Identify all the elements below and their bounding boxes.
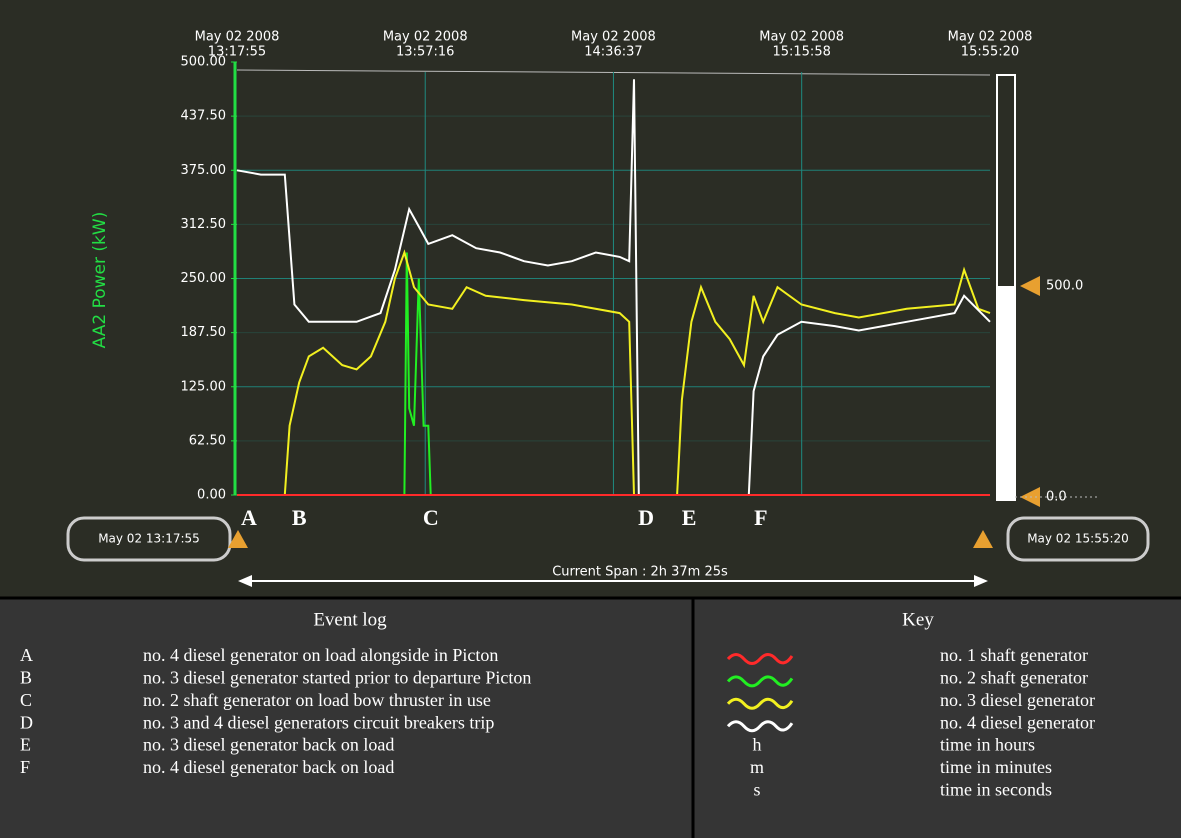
event-description: no. 2 shaft generator on load bow thrust… xyxy=(143,690,491,710)
gauge-label: 500.0 xyxy=(1046,279,1083,294)
cursor-marker xyxy=(228,530,248,548)
series-line xyxy=(237,252,990,496)
table-background xyxy=(0,598,1181,838)
key-swatch xyxy=(726,653,794,665)
event-description: no. 4 diesel generator on load alongside… xyxy=(143,645,498,665)
x-tick-label: May 02 2008 xyxy=(571,30,656,45)
y-tick-label: 375.00 xyxy=(181,163,227,178)
screen-background xyxy=(0,0,1181,598)
key-name: no. 1 shaft generator xyxy=(940,645,1088,665)
x-tick-label: May 02 2008 xyxy=(195,30,280,45)
y-tick-label: 125.00 xyxy=(181,379,227,394)
span-label: Current Span : 2h 37m 25s xyxy=(552,565,728,580)
key-unit-name: time in seconds xyxy=(940,780,1052,800)
key-unit: h xyxy=(753,735,762,755)
gauge-marker xyxy=(1020,276,1040,296)
x-tick-label: 15:15:58 xyxy=(772,45,830,60)
gauge-fill xyxy=(997,286,1015,500)
event-marker: C xyxy=(423,505,439,530)
event-description: no. 3 diesel generator started prior to … xyxy=(143,668,531,688)
end-time-box xyxy=(1006,516,1150,562)
key-unit-name: time in hours xyxy=(940,735,1035,755)
y-tick-label: 62.50 xyxy=(189,433,226,448)
event-marker: D xyxy=(638,505,654,530)
event-description: no. 4 diesel generator back on load xyxy=(143,757,394,777)
key-swatch xyxy=(726,675,794,688)
cursor-marker xyxy=(973,530,993,548)
event-letter: C xyxy=(20,690,32,710)
event-log-title: Event log xyxy=(313,609,387,630)
x-tick-label: May 02 2008 xyxy=(759,30,844,45)
event-marker: E xyxy=(682,505,697,530)
key-unit: s xyxy=(753,780,760,800)
event-letter: A xyxy=(20,645,33,665)
key-unit-name: time in minutes xyxy=(940,757,1052,777)
x-tick-label: 14:36:37 xyxy=(584,45,642,60)
x-tick-label: 13:17:55 xyxy=(208,45,266,60)
key-name: no. 4 diesel generator xyxy=(940,712,1095,732)
y-tick-label: 500.00 xyxy=(181,55,227,70)
key-name: no. 3 diesel generator xyxy=(940,690,1095,710)
end-time: May 02 15:55:20 xyxy=(1027,532,1129,546)
event-description: no. 3 and 4 diesel generators circuit br… xyxy=(143,712,494,732)
x-tick-label: May 02 2008 xyxy=(948,30,1033,45)
key-swatch xyxy=(726,720,794,733)
event-letter: E xyxy=(20,735,31,755)
gauge-label: 0.0 xyxy=(1046,490,1067,505)
key-name: no. 2 shaft generator xyxy=(940,668,1088,688)
key-unit: m xyxy=(750,757,764,777)
y-tick-label: 187.50 xyxy=(181,325,227,340)
event-marker: A xyxy=(241,505,257,530)
event-letter: D xyxy=(20,712,33,732)
y-axis-label: AA2 Power (kW) xyxy=(90,212,110,349)
event-marker: F xyxy=(754,505,767,530)
event-marker: B xyxy=(292,505,307,530)
y-tick-label: 250.00 xyxy=(181,271,227,286)
x-tick-label: 15:55:20 xyxy=(961,45,1019,60)
y-tick-label: 437.50 xyxy=(181,109,227,124)
series-line xyxy=(237,249,991,496)
key-swatch xyxy=(726,697,794,710)
event-letter: F xyxy=(20,757,30,777)
start-time-box xyxy=(66,516,232,562)
event-description: no. 3 diesel generator back on load xyxy=(143,735,394,755)
series-line xyxy=(236,79,991,496)
y-tick-label: 312.50 xyxy=(181,217,227,232)
event-letter: B xyxy=(20,668,32,688)
key-title: Key xyxy=(902,609,934,630)
start-time: May 02 13:17:55 xyxy=(98,532,200,546)
x-tick-label: May 02 2008 xyxy=(383,30,468,45)
y-tick-label: 0.00 xyxy=(197,488,226,503)
x-tick-label: 13:57:16 xyxy=(396,45,454,60)
